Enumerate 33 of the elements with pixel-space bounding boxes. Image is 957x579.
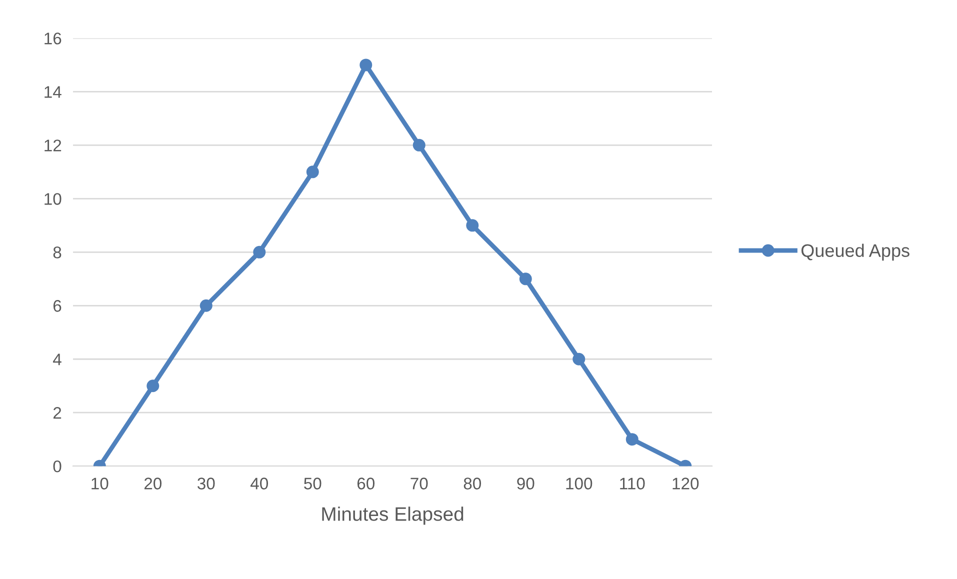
point <box>412 138 426 152</box>
x-tick-label: 120 <box>672 478 699 490</box>
x-tick-label: 110 <box>620 478 645 490</box>
point <box>253 246 266 258</box>
y-tick-label: 10 <box>44 193 62 205</box>
point <box>626 433 638 446</box>
x-tick-label: 30 <box>198 478 215 490</box>
point <box>519 272 532 286</box>
x-tick-label: 50 <box>304 478 322 490</box>
point <box>466 219 479 232</box>
point <box>146 380 160 392</box>
x-tick-label: 80 <box>464 478 482 490</box>
y-tick-label: 14 <box>44 86 62 98</box>
x-tick-label: 20 <box>144 478 162 490</box>
y-tick-label: 16 <box>44 32 62 44</box>
point <box>360 58 372 72</box>
y-tick-label: 6 <box>53 300 62 312</box>
x-tick-label: 70 <box>410 478 428 490</box>
point <box>306 166 319 178</box>
x-tick-label: 90 <box>517 478 534 490</box>
y-tick-label: 2 <box>53 407 62 419</box>
point <box>200 299 212 312</box>
y-tick-label: 4 <box>53 354 62 366</box>
legend-label: Queued Apps <box>801 244 910 261</box>
y-tick-label: 12 <box>44 140 62 152</box>
y-tick-label: 0 <box>53 460 62 472</box>
x-tick-label: 40 <box>250 478 268 490</box>
point <box>572 352 586 366</box>
x-tick-label: 100 <box>566 478 592 490</box>
y-tick-label: 8 <box>53 246 62 258</box>
x-axis-title: Minutes Elapsed <box>322 506 464 525</box>
x-tick-label: 10 <box>92 478 108 490</box>
x-tick-label: 60 <box>357 478 375 490</box>
